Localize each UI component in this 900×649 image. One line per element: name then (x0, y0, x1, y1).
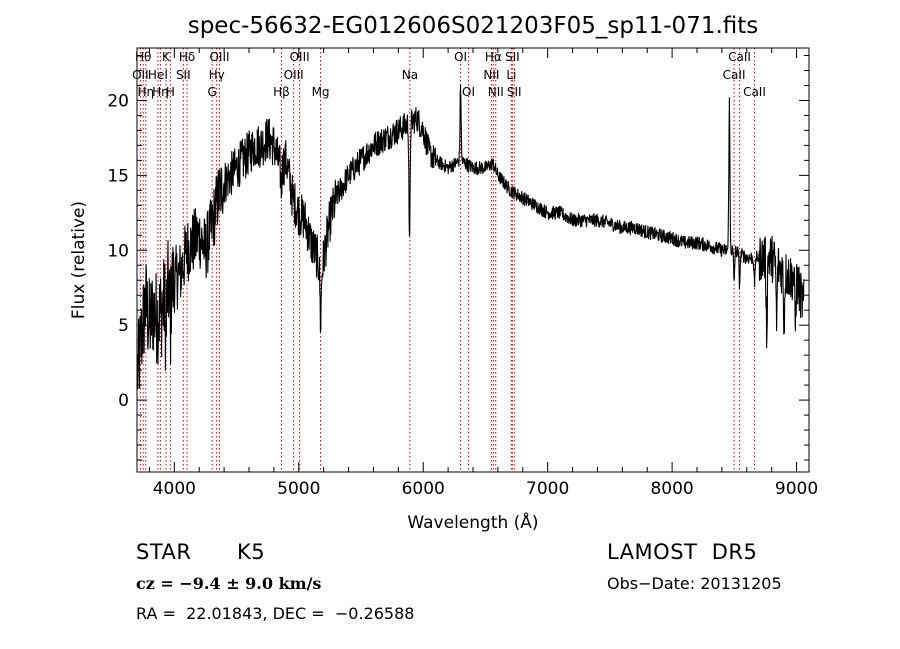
y-tick-label: 15 (107, 166, 129, 186)
line-label: SII (505, 50, 520, 64)
line-label: CaII (728, 50, 751, 64)
x-axis-label: Wavelength (Å) (407, 511, 538, 533)
line-label: Hθ (135, 50, 151, 64)
y-axis-label: Flux (relative) (69, 201, 89, 319)
line-label: Hη (152, 85, 169, 99)
coordinates: RA = 22.01843, DEC = −0.26588 (136, 604, 415, 623)
line-label: OIII (284, 68, 304, 82)
x-tick-label: 8000 (650, 479, 693, 499)
chart-title: spec-56632-EG012606S021203F05_sp11-071.f… (188, 13, 759, 39)
plot-frame (136, 47, 810, 473)
x-tick-label: 7000 (526, 479, 569, 499)
spectral-line-labels: OIIHθHηHeIHηKHSIIHδGHγOIIIHβOIIIOIIIMgNa… (132, 50, 766, 99)
line-label: OI (462, 85, 475, 99)
line-label: OIII (209, 50, 229, 64)
redshift-velocity: cz = −9.4 ± 9.0 km/s (136, 574, 322, 593)
line-label: CaII (723, 68, 746, 82)
spectral-line-markers (139, 48, 755, 472)
line-label: Hβ (273, 85, 290, 99)
x-tick-label: 4000 (153, 479, 196, 499)
spectrum-line (137, 84, 805, 390)
line-label: Hα (485, 50, 502, 64)
survey-name: LAMOST DR5 (607, 540, 758, 564)
x-tick-label: 9000 (775, 479, 818, 499)
line-label: HeI (148, 68, 168, 82)
line-label: CaII (743, 85, 766, 99)
y-tick-label: 20 (107, 91, 129, 111)
line-label: OI (454, 50, 467, 64)
line-label: K (162, 50, 171, 64)
line-label: SII (507, 85, 522, 99)
observation-date: Obs−Date: 20131205 (607, 574, 782, 593)
line-label: Li (506, 68, 516, 82)
line-label: H (166, 85, 175, 99)
y-axis: 0 5 10 15 20 (107, 54, 809, 461)
y-tick-label: 5 (118, 316, 129, 336)
line-label: NII (488, 85, 504, 99)
line-label: OII (132, 68, 149, 82)
line-label: Hη (138, 85, 155, 99)
x-tick-label: 5000 (277, 479, 320, 499)
object-subclass: K5 (237, 540, 266, 564)
line-label: Mg (312, 85, 330, 99)
line-label: NII (483, 68, 499, 82)
object-class: STAR (136, 540, 192, 564)
y-tick-label: 0 (118, 391, 129, 411)
line-label: Hγ (209, 68, 225, 82)
y-tick-label: 10 (107, 241, 129, 261)
x-axis: 4000 5000 6000 7000 8000 9000 (148, 48, 818, 499)
line-label: G (208, 85, 217, 99)
line-label: OIII (290, 50, 310, 64)
x-tick-label: 6000 (402, 479, 445, 499)
line-label: SII (176, 68, 191, 82)
line-label: Hδ (179, 50, 195, 64)
line-label: Na (402, 68, 418, 82)
